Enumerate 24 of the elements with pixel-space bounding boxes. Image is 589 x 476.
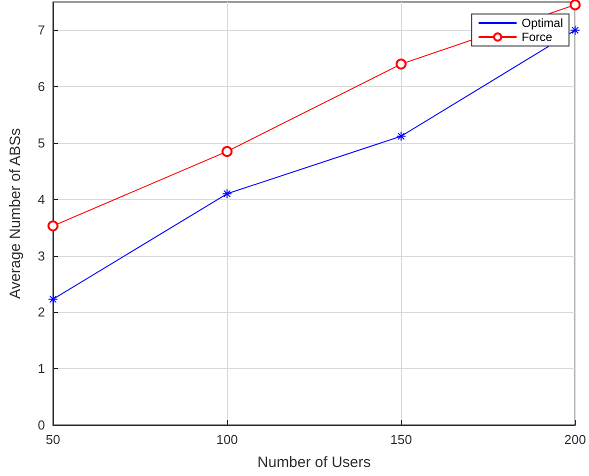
x-tick-label: 100 (216, 432, 238, 447)
point (222, 188, 232, 199)
point (570, 0, 581, 10)
x-axis-title: Number of Users (257, 454, 371, 471)
y-tick-label: 6 (38, 79, 45, 94)
y-tick-label: 0 (38, 418, 45, 432)
y-tick-label: 1 (38, 361, 45, 376)
point (396, 58, 407, 70)
y-axis-title: Average Number of ABSs (7, 128, 24, 299)
x-tick-label: 150 (390, 432, 412, 447)
point (396, 131, 406, 142)
y-tick-label: 4 (38, 192, 45, 207)
legend-label: Force (522, 30, 553, 44)
x-tick-label: 50 (46, 432, 60, 447)
point (48, 220, 58, 232)
y-tick-label: 3 (38, 248, 45, 264)
point (48, 294, 58, 304)
x-tick-label: 200 (564, 432, 586, 447)
point (570, 25, 580, 36)
y-tick-label: 7 (38, 22, 45, 38)
y-tick-label: 5 (38, 136, 45, 150)
point (222, 146, 233, 157)
y-tick-label: 2 (38, 304, 45, 320)
legend-label: Optimal (522, 16, 563, 30)
